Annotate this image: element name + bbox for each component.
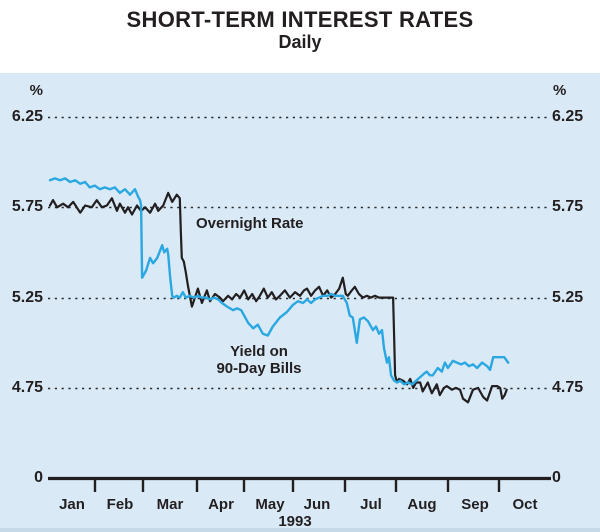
y-tick-left-5.25: 5.25 xyxy=(11,289,43,306)
y-tick-right-5.75: 5.75 xyxy=(552,198,584,215)
x-tick-may: May xyxy=(255,496,285,513)
y-tick-left-5.75: 5.75 xyxy=(11,198,43,215)
90-day-bills-line xyxy=(48,177,510,386)
x-tick-oct: Oct xyxy=(512,496,538,513)
overnight-rate-line xyxy=(48,191,508,404)
y-tick-right-0: 0 xyxy=(552,469,561,486)
x-tick-feb: Feb xyxy=(106,496,134,513)
y-unit-right: % xyxy=(553,82,567,99)
y-tick-right-4.75: 4.75 xyxy=(552,379,584,396)
overnight-rate-label: Overnight Rate xyxy=(196,215,304,232)
x-tick-apr: Apr xyxy=(208,496,234,513)
y-tick-right-6.25: 6.25 xyxy=(552,108,584,125)
x-tick-jan: Jan xyxy=(59,496,85,513)
y-tick-right-5.25: 5.25 xyxy=(552,289,584,306)
y-unit-left: % xyxy=(29,82,43,99)
x-tick-sep: Sep xyxy=(461,496,489,513)
y-tick-left-0: 0 xyxy=(34,469,43,486)
x-tick-jul: Jul xyxy=(360,496,382,513)
x-axis-year-label: 1993 xyxy=(278,513,312,530)
chart-title: SHORT-TERM INTEREST RATES xyxy=(126,7,474,32)
yield-label-line2: 90-Day Bills xyxy=(216,360,302,377)
chart-subtitle: Daily xyxy=(278,32,322,52)
x-tick-aug: Aug xyxy=(407,496,437,513)
x-axis xyxy=(48,476,551,492)
x-tick-jun: Jun xyxy=(303,496,331,513)
yield-90-day-bills-label: Yield on 90-Day Bills xyxy=(198,343,320,377)
gridlines xyxy=(48,116,547,390)
y-tick-left-6.25: 6.25 xyxy=(11,108,43,125)
y-tick-left-4.75: 4.75 xyxy=(11,379,43,396)
yield-label-line1: Yield on xyxy=(230,343,288,360)
x-tick-mar: Mar xyxy=(156,496,184,513)
bottom-edge-strip xyxy=(0,528,600,532)
